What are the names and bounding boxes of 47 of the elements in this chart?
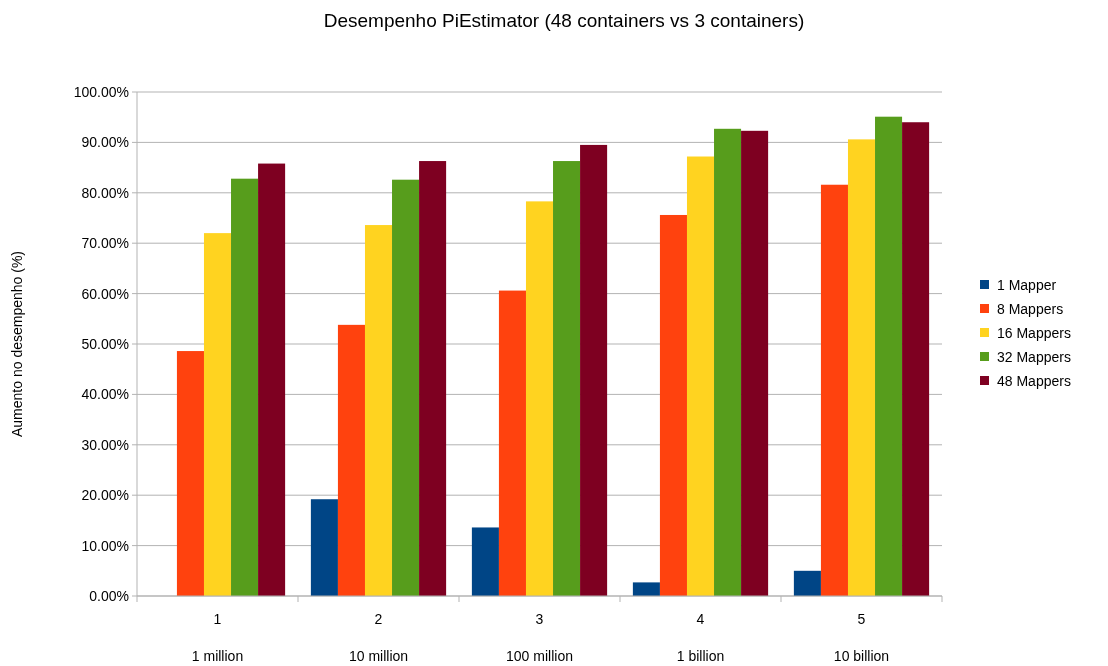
category-label: 5 10 billion xyxy=(833,611,890,664)
y-tick-label: 40.00% xyxy=(81,386,129,403)
bar xyxy=(793,570,821,596)
legend-label: 8 Mappers xyxy=(997,300,1064,317)
y-tick-label: 30.00% xyxy=(81,436,129,453)
bar xyxy=(847,139,876,596)
bar xyxy=(741,130,769,596)
bar xyxy=(632,582,660,596)
bar xyxy=(659,214,687,596)
y-tick-label: 10.00% xyxy=(81,537,129,554)
y-tick-label: 0.00% xyxy=(89,587,129,604)
y-tick-label: 20.00% xyxy=(81,487,129,504)
bar xyxy=(471,527,499,596)
bar xyxy=(364,225,393,596)
bar xyxy=(392,179,420,596)
legend-label: 32 Mappers xyxy=(997,348,1071,365)
bar xyxy=(902,122,930,596)
chart-title: Desempenho PiEstimator (48 containers vs 3 containers) xyxy=(323,10,805,31)
bar xyxy=(553,161,581,596)
bar xyxy=(580,144,608,596)
y-tick-label: 100.00% xyxy=(73,83,129,100)
y-tick-label: 50.00% xyxy=(81,335,129,352)
category-label: 2 10 million xyxy=(348,611,409,664)
bar xyxy=(231,178,259,596)
y-tick-label: 90.00% xyxy=(81,134,129,151)
bar xyxy=(686,156,715,596)
y-tick-label: 70.00% xyxy=(81,235,129,252)
bar xyxy=(337,324,365,596)
category-label: 4 1 billion xyxy=(676,611,725,664)
bar xyxy=(419,161,447,596)
y-axis-title: Aumento no desempenho (%) xyxy=(9,251,25,437)
bar xyxy=(820,184,848,596)
bar xyxy=(525,201,554,596)
bar xyxy=(203,233,232,596)
category-label: 3 100 million xyxy=(506,611,573,664)
y-tick-label: 80.00% xyxy=(81,184,129,201)
bar xyxy=(176,351,204,596)
bar xyxy=(714,128,742,596)
legend-label: 48 Mappers xyxy=(997,372,1071,389)
bar xyxy=(498,290,526,596)
bar xyxy=(310,499,338,596)
bar xyxy=(875,116,903,596)
legend-label: 1 Mapper xyxy=(997,276,1057,293)
category-label: 1 1 million xyxy=(191,611,244,664)
y-tick-label: 60.00% xyxy=(81,285,129,302)
bar xyxy=(258,163,286,596)
legend-label: 16 Mappers xyxy=(997,324,1071,341)
